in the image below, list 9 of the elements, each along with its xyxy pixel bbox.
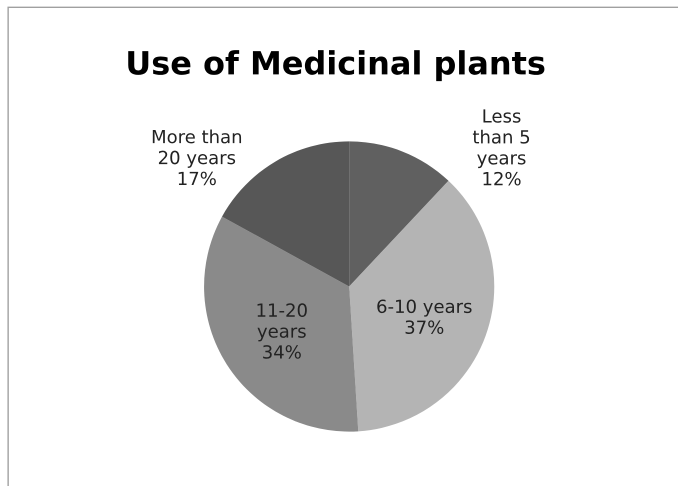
data-label: 37% (406, 320, 444, 334)
data-label: 12% (483, 172, 521, 186)
slice-label: Less than 5 years (472, 109, 530, 168)
slice-label: 11-20 years (257, 303, 307, 342)
chart-title: Use of Medicinal plants (128, 50, 544, 82)
slice-label: 6-10 years (377, 299, 472, 317)
slice-label: More than 20 years (152, 129, 242, 168)
data-label: 34% (263, 345, 301, 359)
data-label: 17% (178, 172, 216, 186)
